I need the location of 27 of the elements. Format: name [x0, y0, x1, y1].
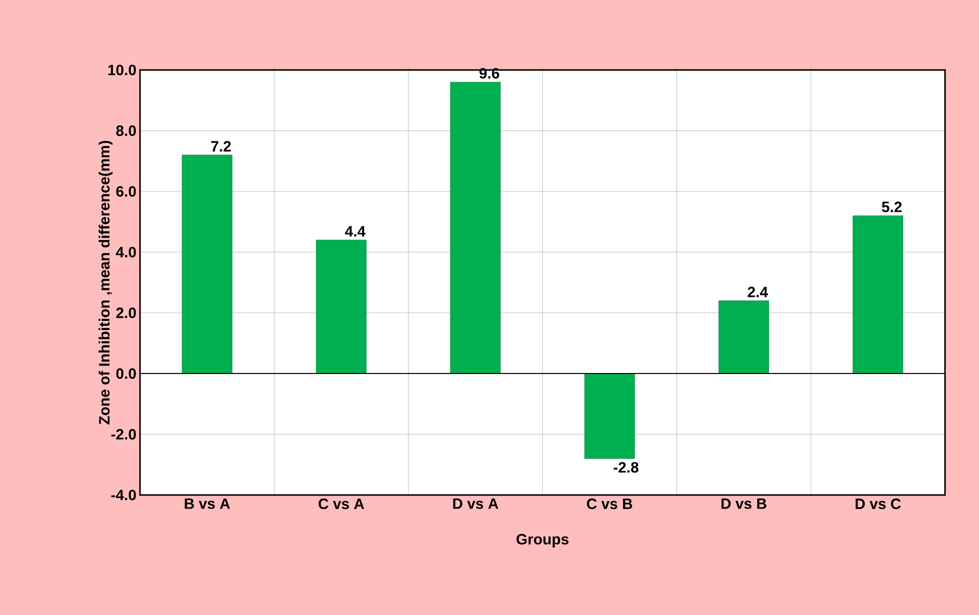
bar [182, 154, 232, 374]
x-tick-label: C vs A [318, 498, 364, 510]
y-tick-label: 4.0 [116, 246, 136, 258]
data-label: 7.2 [211, 141, 231, 152]
bar [450, 82, 501, 374]
y-tick-label: -2.0 [111, 428, 136, 440]
y-axis-title: Zone of Inhibition ,mean difference(mm) [98, 140, 113, 424]
y-tick-label: 10.0 [108, 64, 136, 76]
bar [852, 215, 904, 374]
x-tick-label: B vs A [184, 498, 230, 509]
bar [316, 240, 366, 374]
data-label: -2.8 [614, 462, 638, 473]
data-label: 4.4 [345, 226, 366, 236]
data-label: 2.4 [748, 286, 768, 298]
x-tick-label: D vs A [453, 498, 498, 509]
y-tick-label: 6.0 [116, 186, 136, 197]
y-tick-label: 2.0 [116, 308, 136, 318]
x-tick-label: D vs B [722, 498, 766, 509]
y-tick-label: -4.0 [111, 490, 136, 500]
bar [718, 300, 769, 374]
x-axis-title: Groups [516, 534, 568, 548]
y-tick-label: 0.0 [116, 368, 136, 379]
y-tick-label: 8.0 [116, 125, 136, 136]
data-label: 5.2 [882, 202, 902, 212]
x-tick-label: C vs B [586, 498, 632, 510]
x-tick-label: D vs C [856, 498, 901, 510]
bar [584, 373, 635, 459]
